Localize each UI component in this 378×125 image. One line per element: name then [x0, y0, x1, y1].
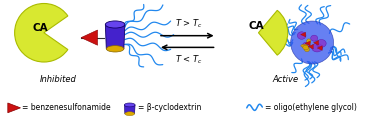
Text: = oligo(ethylene glycol): = oligo(ethylene glycol)	[265, 103, 357, 112]
Ellipse shape	[311, 35, 318, 41]
Ellipse shape	[297, 32, 306, 39]
Text: CA: CA	[32, 23, 48, 33]
Text: = benzenesulfonamide: = benzenesulfonamide	[22, 103, 111, 112]
Polygon shape	[8, 103, 20, 113]
Ellipse shape	[304, 47, 310, 52]
Polygon shape	[124, 105, 135, 114]
Ellipse shape	[307, 39, 311, 44]
Ellipse shape	[302, 42, 309, 49]
Text: T > T$_c$: T > T$_c$	[175, 17, 203, 30]
Ellipse shape	[312, 43, 322, 52]
Ellipse shape	[301, 44, 308, 47]
Ellipse shape	[303, 45, 308, 50]
Text: = β-cyclodextrin: = β-cyclodextrin	[138, 103, 201, 112]
Wedge shape	[15, 4, 68, 62]
Ellipse shape	[106, 46, 124, 52]
Polygon shape	[305, 41, 310, 46]
Text: Active: Active	[273, 75, 299, 84]
Ellipse shape	[124, 103, 135, 107]
Polygon shape	[105, 24, 125, 49]
Polygon shape	[81, 30, 98, 45]
Polygon shape	[308, 44, 313, 49]
Ellipse shape	[316, 40, 326, 47]
Text: T < T$_c$: T < T$_c$	[175, 53, 203, 66]
Polygon shape	[313, 40, 319, 45]
Ellipse shape	[125, 112, 135, 116]
Polygon shape	[301, 32, 306, 37]
Text: CA: CA	[249, 21, 264, 31]
Wedge shape	[259, 10, 288, 55]
Ellipse shape	[105, 21, 125, 28]
Circle shape	[291, 21, 333, 64]
Text: Inhibited: Inhibited	[40, 75, 77, 84]
Polygon shape	[317, 46, 322, 50]
